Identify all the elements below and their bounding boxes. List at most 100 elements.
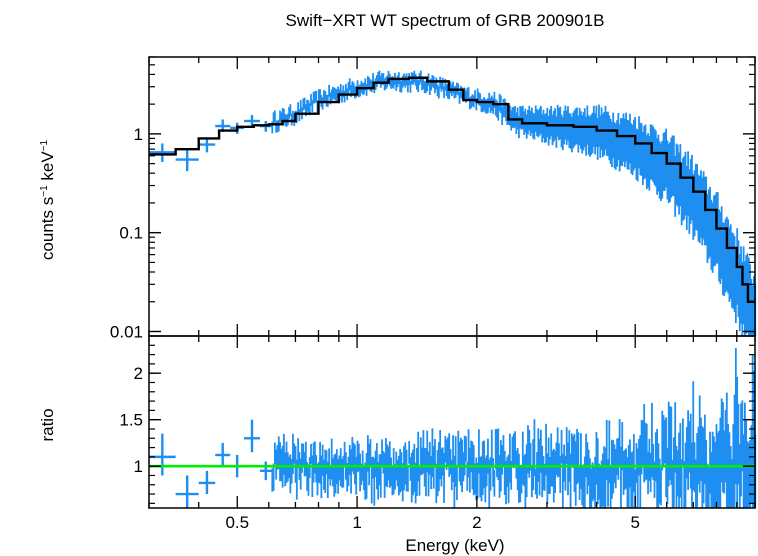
bottom-y-axis-label: ratio	[38, 408, 57, 441]
bottom-panel-data-points	[149, 347, 757, 509]
bottom-data-bin-259	[605, 419, 608, 480]
bottom-data-bin-29	[308, 456, 311, 479]
bottom-data-point-6	[259, 461, 272, 481]
top-data-bin-2	[273, 110, 276, 123]
bottom-data-bin-231	[569, 453, 572, 508]
bottom-data-bin-106	[408, 441, 411, 464]
top-data-bin-30	[310, 94, 312, 106]
bottom-data-bin-133	[443, 452, 445, 503]
x-tick-label: 0.5	[225, 513, 249, 532]
top-data-bin-175	[497, 103, 500, 121]
bottom-data-bin-167	[487, 438, 489, 474]
bottom-data-point-2	[198, 470, 216, 495]
bottom-data-bin-224	[560, 430, 563, 464]
bottom-data-point-3	[215, 442, 231, 467]
bottom-data-bin-114	[418, 466, 421, 496]
bottom-panel-x-ticks: 0.5 1 2 5	[148, 336, 756, 532]
bottom-data-bin-227	[564, 455, 567, 491]
top-data-bin-107	[409, 80, 412, 93]
bottom-data-bin-1	[272, 463, 275, 491]
bottom-data-point-1	[175, 475, 199, 508]
bottom-data-bin-269	[618, 419, 621, 468]
bottom-data-bin-65	[355, 456, 358, 495]
x-axis-label: Energy (keV)	[405, 536, 504, 555]
bottom-data-bin-320	[684, 442, 687, 508]
bottom-data-bin-73	[365, 453, 368, 499]
top-data-bin-21	[298, 109, 301, 122]
bottom-data-bin-142	[454, 436, 457, 487]
bottom-data-bin-113	[417, 431, 420, 482]
top-data-point-2	[198, 137, 216, 153]
top-panel-x-ticks	[148, 57, 756, 336]
bottom-data-bin-28	[307, 464, 310, 496]
bottom-data-bin-318	[682, 418, 684, 466]
bottom-data-bin-294	[651, 402, 653, 478]
bottom-data-bin-105	[406, 466, 409, 492]
bottom-data-bin-270	[620, 446, 622, 508]
top-y-tick-label: 0.1	[119, 224, 143, 243]
top-data-bin-31	[311, 100, 314, 112]
x-tick-label: 5	[630, 513, 639, 532]
bottom-data-bin-30	[310, 443, 312, 464]
bottom-data-point-0	[149, 433, 176, 476]
top-data-bin-105	[406, 80, 409, 93]
bottom-data-bin-184	[508, 433, 511, 483]
bottom-data-bin-283	[636, 448, 639, 508]
top-data-bin-20	[297, 102, 300, 115]
bottom-y-tick-label: 2	[134, 364, 143, 383]
top-data-point-0	[149, 143, 176, 162]
bottom-panel-frame	[148, 335, 756, 509]
top-y-tick-label: 1	[134, 125, 143, 144]
bottom-data-bin-301	[660, 468, 662, 506]
bottom-data-bin-347	[719, 417, 722, 508]
bottom-data-point-5	[244, 419, 260, 453]
top-data-point-5	[244, 115, 260, 127]
top-data-bin-77	[370, 80, 373, 93]
top-panel-data-points	[149, 70, 757, 336]
bottom-y-tick-label: 1.5	[119, 411, 143, 430]
bottom-data-bin-225	[561, 453, 564, 508]
bottom-data-bin-326	[692, 381, 695, 491]
bottom-data-bin-77	[370, 457, 373, 504]
top-data-bin-44	[328, 84, 331, 97]
top-data-bin-145	[458, 91, 461, 104]
top-data-bin-34	[315, 90, 318, 103]
top-data-bin-132	[441, 77, 444, 90]
top-data-bin-5	[277, 119, 280, 132]
top-data-bin-73	[365, 83, 368, 96]
top-data-point-1	[175, 149, 199, 172]
bottom-data-bin-76	[369, 439, 372, 467]
top-data-bin-25	[303, 97, 306, 110]
top-data-bin-60	[348, 78, 351, 91]
bottom-data-bin-84	[379, 454, 382, 498]
bottom-data-bin-362	[738, 443, 741, 508]
bottom-data-bin-26	[304, 441, 307, 476]
bottom-data-bin-261	[608, 420, 611, 484]
top-y-axis-label: counts s−1 keV−1	[38, 139, 57, 260]
bottom-data-bin-309	[670, 406, 673, 485]
bottom-data-bin-258	[604, 447, 607, 508]
top-data-bin-14	[289, 104, 292, 117]
bottom-data-bin-237	[577, 432, 580, 483]
top-y-tick-label: 0.01	[110, 322, 143, 341]
bottom-data-bin-43	[326, 461, 329, 498]
x-tick-label: 1	[352, 513, 361, 532]
top-panel-y-ticks: 0.01 0.1 1	[110, 56, 755, 341]
bottom-data-bin-38	[320, 455, 323, 499]
top-data-bin-133	[443, 86, 445, 99]
bottom-data-bin-172	[493, 469, 496, 497]
bottom-data-bin-150	[465, 436, 467, 462]
top-data-bin-113	[417, 80, 420, 93]
top-data-bin-39	[321, 97, 324, 110]
bottom-data-bin-159	[476, 462, 479, 499]
bottom-data-bin-239	[580, 433, 582, 490]
bottom-panel: 1 1.5 2 0.5 1 2 5	[119, 335, 757, 532]
bottom-data-bin-271	[621, 421, 624, 471]
top-data-bin-22	[299, 100, 302, 112]
bottom-data-bin-170	[490, 429, 493, 468]
bottom-data-bin-175	[497, 428, 500, 481]
bottom-y-tick-label: 1	[134, 457, 143, 476]
x-tick-label: 2	[472, 513, 481, 532]
bottom-data-bin-143	[456, 465, 458, 501]
